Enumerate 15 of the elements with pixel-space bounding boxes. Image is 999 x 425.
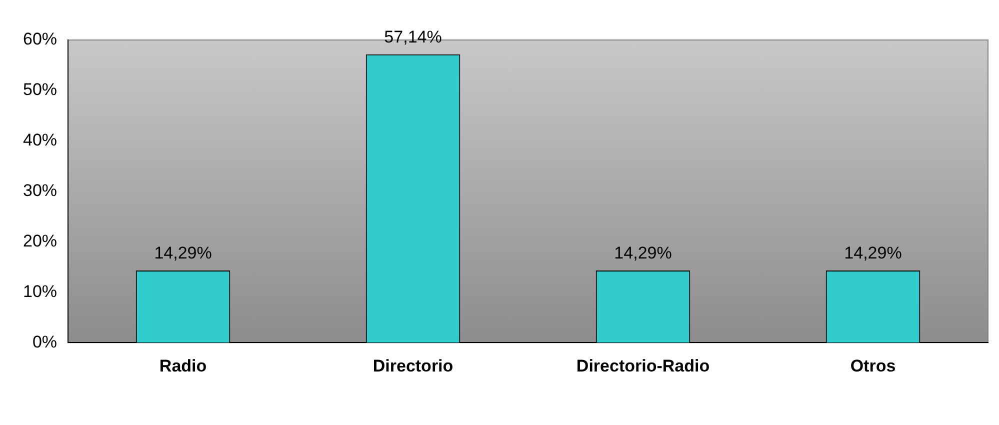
y-tick-label: 50% [22,80,58,100]
y-tick-label: 60% [22,30,58,49]
y-tick-label: 20% [22,231,58,250]
x-tick-label: Directorio-Radio [576,356,710,376]
x-tick-label: Radio [159,356,207,376]
x-tick-label: Otros [850,356,896,376]
x-tick-label: Directorio [372,356,454,376]
data-label: 14,29% [614,244,672,263]
y-tick-label: 30% [22,180,58,200]
data-label: 14,29% [844,244,902,263]
data-label: 57,14% [384,28,442,47]
y-tick-label: 0% [32,332,58,352]
y-tick-label: 10% [22,282,58,301]
data-label: 14,29% [154,244,212,263]
y-tick-label: 40% [22,130,58,150]
